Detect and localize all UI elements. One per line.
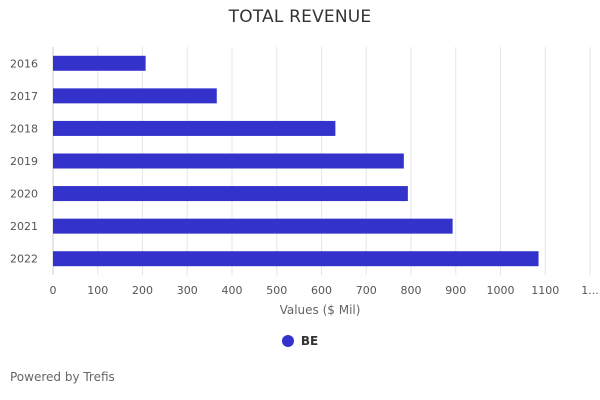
category-label-2019: 2019	[10, 155, 38, 168]
powered-by-footer: Powered by Trefis	[10, 370, 115, 384]
bar-2021[interactable]	[53, 218, 453, 234]
category-label-2021: 2021	[10, 220, 38, 233]
legend: BE	[0, 334, 600, 348]
bar-2017[interactable]	[53, 88, 217, 104]
legend-label[interactable]: BE	[300, 334, 319, 348]
x-axis-title: Values ($ Mil)	[280, 303, 361, 317]
x-tick-label: 200	[132, 284, 153, 297]
x-tick-label: 1100	[531, 284, 559, 297]
x-tick-label: 300	[177, 284, 198, 297]
x-tick-labels: 0 100 200 300 400 500 600 700 800 900 1000 1100 1...	[50, 284, 599, 297]
x-tick-label: 1...	[581, 284, 599, 297]
x-tick-label: 800	[401, 284, 422, 297]
bar-2019[interactable]	[53, 153, 404, 169]
bars	[53, 55, 539, 267]
x-tick-label: 600	[311, 284, 332, 297]
category-label-2016: 2016	[10, 57, 38, 70]
x-tick-label: 0	[50, 284, 57, 297]
category-labels: 2016 2017 2018 2019 2020 2021 2022	[10, 57, 38, 265]
x-tick-label: 500	[266, 284, 287, 297]
category-label-2020: 2020	[10, 188, 38, 201]
category-label-2022: 2022	[10, 253, 38, 266]
bar-chart: 2016 2017 2018 2019 2020 2021 2022 0 100 200 300 4…	[10, 47, 599, 317]
x-tick-label: 700	[356, 284, 377, 297]
category-label-2018: 2018	[10, 122, 38, 135]
x-tick-label: 400	[222, 284, 243, 297]
x-tick-label: 900	[445, 284, 466, 297]
chart-title: TOTAL REVENUE	[228, 7, 372, 27]
category-label-2017: 2017	[10, 90, 38, 103]
legend-swatch[interactable]	[281, 335, 294, 347]
bar-2020[interactable]	[53, 186, 408, 202]
bar-2022[interactable]	[53, 251, 539, 267]
x-tick-label: 100	[87, 284, 108, 297]
x-tick-label: 1000	[487, 284, 515, 297]
bar-2016[interactable]	[53, 55, 146, 71]
bar-2018[interactable]	[53, 120, 336, 136]
